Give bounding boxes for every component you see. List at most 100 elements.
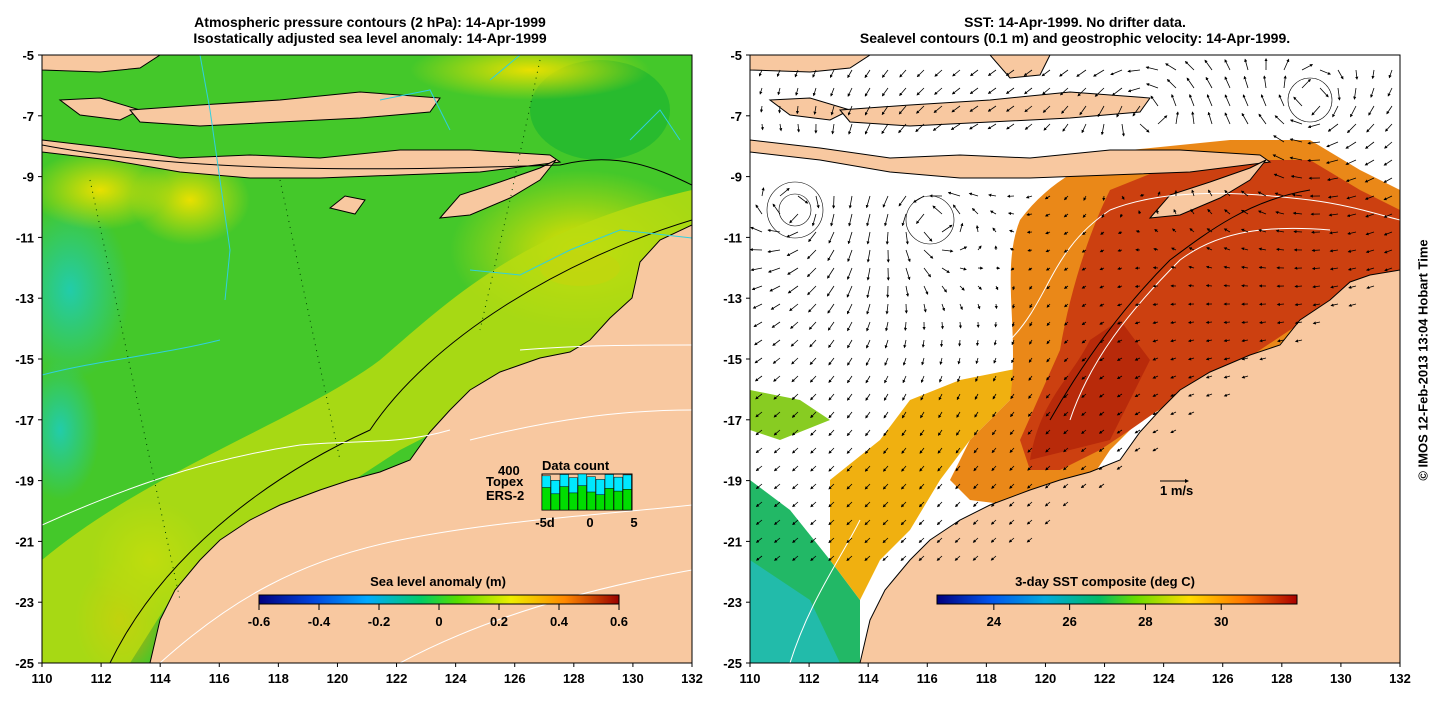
velocity-vector — [994, 303, 998, 310]
data-count-max-label: 400 — [498, 463, 520, 478]
velocity-vector — [938, 393, 943, 401]
velocity-vector — [1294, 284, 1303, 288]
velocity-vector — [810, 393, 817, 401]
velocity-vector — [1099, 411, 1105, 416]
velocity-vector — [1347, 231, 1357, 235]
velocity-vector — [866, 285, 871, 299]
velocity-vector — [1134, 303, 1141, 307]
velocity-vector — [916, 105, 925, 114]
velocity-vector — [1046, 285, 1051, 290]
velocity-vector — [956, 393, 961, 401]
velocity-vector — [1327, 177, 1339, 182]
velocity-vector — [936, 519, 943, 526]
left-title-line-1: Atmospheric pressure contours (2 hPa): 1… — [194, 14, 546, 30]
velocity-vector — [902, 375, 907, 384]
velocity-vector — [1041, 69, 1051, 77]
velocity-vector — [774, 501, 781, 508]
velocity-vector — [987, 123, 997, 130]
velocity-vector — [846, 411, 853, 419]
velocity-vector — [830, 213, 835, 227]
velocity-vector — [1205, 393, 1213, 397]
velocity-vector — [866, 303, 871, 315]
velocity-vector — [1064, 321, 1069, 326]
velocity-vector — [1045, 447, 1051, 453]
pressure-contour — [199, 55, 231, 301]
velocity-vector — [1063, 213, 1069, 218]
velocity-vector — [847, 375, 853, 384]
velocity-vector — [1044, 213, 1051, 217]
velocity-vector — [1345, 159, 1357, 165]
velocity-vector — [1386, 105, 1393, 115]
y-tick-label: -17 — [723, 413, 742, 428]
velocity-vector — [1007, 211, 1015, 216]
velocity-vector — [750, 267, 763, 272]
velocity-vector — [1099, 285, 1105, 289]
velocity-vector — [1311, 266, 1321, 271]
velocity-vector — [1059, 69, 1069, 77]
velocity-vector — [882, 483, 889, 490]
velocity-vector — [789, 213, 799, 224]
velocity-vector — [1117, 285, 1123, 289]
velocity-vector — [1081, 393, 1087, 398]
velocity-vector — [776, 69, 781, 78]
velocity-vector — [1029, 321, 1033, 327]
velocity-vector — [790, 321, 799, 329]
velocity-vector — [1005, 87, 1015, 94]
velocity-vector — [792, 465, 799, 472]
velocity-vector — [1063, 447, 1069, 453]
x-tick-label: 116 — [917, 671, 938, 686]
velocity-vector — [1312, 321, 1321, 325]
velocity-vector — [1277, 339, 1285, 343]
velocity-vector — [969, 123, 979, 130]
velocity-vector — [808, 231, 817, 243]
velocity-vector — [1028, 357, 1033, 363]
velocity-vector — [846, 447, 853, 454]
x-tick-label: 132 — [1389, 671, 1411, 686]
velocity-vector — [1173, 208, 1177, 215]
x-tick-label: 120 — [1035, 671, 1057, 686]
velocity-vector — [903, 339, 907, 349]
velocity-vector — [1170, 411, 1177, 415]
velocity-vector — [1045, 393, 1051, 399]
velocity-vector — [846, 393, 853, 401]
velocity-vector — [1208, 189, 1213, 197]
velocity-vector — [1365, 231, 1375, 236]
velocity-vector — [959, 303, 963, 311]
velocity-vector — [932, 123, 943, 131]
velocity-vector — [1063, 411, 1069, 417]
velocity-vector — [1165, 63, 1177, 71]
velocity-vector — [972, 555, 979, 561]
velocity-vector — [865, 357, 871, 366]
velocity-vector — [1327, 123, 1339, 132]
velocity-vector — [751, 285, 763, 291]
velocity-vector — [900, 501, 907, 508]
x-tick-label: 128 — [1271, 671, 1293, 686]
velocity-vector — [1134, 393, 1141, 397]
velocity-vector — [1098, 465, 1105, 470]
velocity-vector — [1388, 69, 1393, 79]
velocity-vector — [1258, 247, 1267, 251]
velocity-vector — [938, 411, 943, 419]
data-count-title: Data count — [542, 458, 610, 473]
velocity-vector — [754, 357, 763, 364]
velocity-vector — [1224, 94, 1231, 107]
velocity-vector — [1156, 209, 1160, 215]
velocity-vector — [1347, 267, 1357, 271]
velocity-vector — [1121, 195, 1125, 200]
pressure-contour — [489, 55, 521, 81]
velocity-vector — [1289, 119, 1303, 125]
velocity-vector — [1330, 285, 1339, 289]
velocity-vector — [941, 249, 954, 253]
velocity-vector — [1081, 429, 1087, 435]
velocity-vector — [828, 555, 835, 561]
velocity-vector — [1170, 357, 1177, 361]
velocity-vector — [1170, 339, 1177, 343]
velocity-vector — [1205, 265, 1213, 269]
velocity-vector — [1350, 105, 1357, 118]
velocity-vector — [1062, 123, 1069, 132]
velocity-vector — [1044, 195, 1051, 200]
velocity-vector — [1063, 285, 1069, 289]
island — [838, 91, 1151, 127]
velocity-vector — [1009, 465, 1015, 471]
velocity-vector — [884, 375, 889, 384]
